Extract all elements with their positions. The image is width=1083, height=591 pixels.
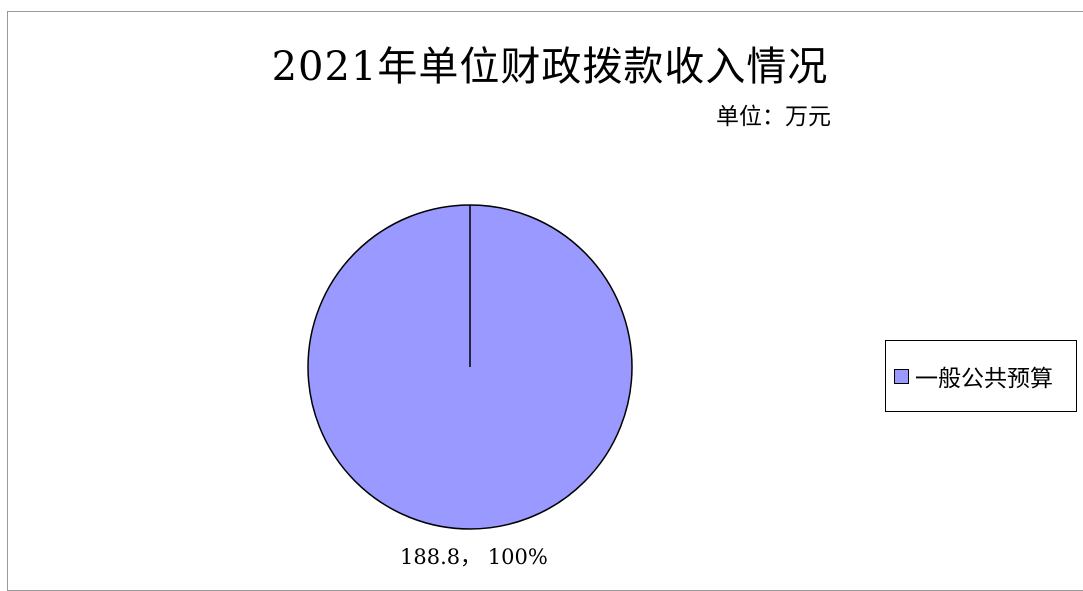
- pie-data-label: 188.8， 100%: [400, 545, 548, 569]
- chart-unit-label: 单位：万元: [716, 104, 831, 130]
- pie-chart: [307, 204, 633, 530]
- pie-slices: [307, 204, 633, 530]
- chart-title: 2021年单位财政拨款收入情况: [271, 44, 829, 90]
- legend-label: 一般公共预算: [915, 366, 1053, 392]
- legend-swatch: [894, 368, 909, 384]
- legend: 一般公共预算: [885, 340, 1077, 412]
